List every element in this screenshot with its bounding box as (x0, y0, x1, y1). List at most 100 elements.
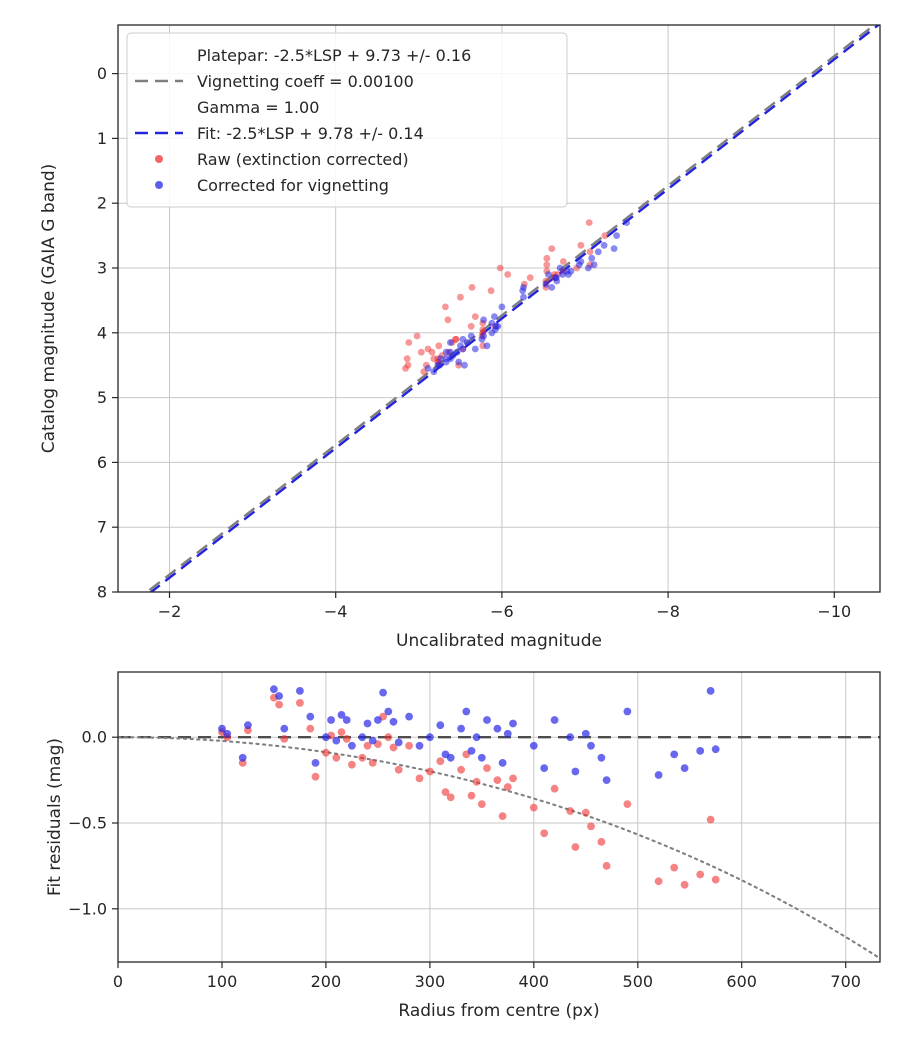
tick-marks (112, 736, 847, 968)
scatter-point (280, 735, 289, 743)
scatter-point (437, 355, 444, 363)
scatter-point (711, 875, 720, 884)
scatter-point (447, 339, 454, 346)
scatter-point (467, 332, 475, 340)
scatter-point (571, 767, 580, 776)
series-raw (402, 219, 609, 376)
legend-entry-0-line-2: Gamma = 1.00 (197, 98, 319, 117)
y-tick-label: 8 (97, 583, 107, 602)
scatter-point (483, 716, 491, 724)
scatter-point (363, 719, 372, 728)
scatter-point (696, 870, 705, 879)
x-tick-label: 700 (830, 972, 861, 991)
scatter-point (483, 342, 491, 350)
fit-lines (118, 736, 880, 959)
scatter-point (706, 815, 715, 824)
legend-dot-sample (155, 181, 163, 189)
scatter-point (459, 345, 467, 353)
x-tick-label: 100 (207, 972, 238, 991)
scatter-point (426, 733, 434, 742)
scatter-point (280, 724, 289, 733)
scatter-point (602, 776, 611, 784)
scatter-point (311, 759, 320, 767)
x-tick-label: 600 (726, 972, 757, 991)
scatter-point (405, 712, 413, 721)
legend-entry-2-line-0: Raw (extinction corrected) (197, 150, 409, 169)
scatter-point (503, 729, 512, 738)
scatter-point (342, 716, 351, 724)
scatter-point (680, 880, 689, 889)
scatter-point (327, 716, 335, 724)
x-tick-label: 500 (623, 972, 654, 991)
scatter-point (711, 745, 720, 754)
scatter-point (520, 293, 527, 301)
scatter-point (509, 719, 517, 728)
scatter-point (566, 733, 575, 742)
scatter-point (556, 264, 564, 272)
x-axis-label: Radius from centre (px) (398, 1001, 599, 1021)
fit-line (149, 25, 880, 592)
scatter-point (368, 759, 377, 767)
scatter-point (471, 313, 479, 320)
scatter-point (348, 760, 356, 769)
scatter-point (584, 264, 592, 272)
scatter-point (543, 261, 551, 269)
scatter-point (577, 241, 585, 249)
legend-entry-1-line-0: Fit: -2.5*LSP + 9.78 +/- 0.14 (197, 124, 424, 143)
scatter-point (588, 254, 596, 262)
scatter-point (602, 862, 611, 870)
scatter-point (311, 772, 320, 781)
vignetting-curve-line (118, 736, 880, 959)
scatter-point (337, 728, 346, 736)
scatter-point (394, 765, 403, 774)
scatter-point (223, 729, 232, 738)
scatter-point (306, 712, 315, 721)
scatter-point (389, 743, 398, 752)
scatter-point (462, 707, 471, 716)
scatter-point (696, 747, 705, 755)
scatter-point (322, 733, 330, 742)
platepar-line (145, 25, 877, 592)
tick-labels: −2 −4 −6 −8 −10 0 1 2 3 4 5 6 7 8 (97, 64, 851, 621)
scatter-point (509, 774, 517, 783)
y-tick-label: −0.5 (68, 814, 107, 833)
scatter-point (405, 339, 413, 346)
series-vignetting-corrected (424, 219, 630, 376)
x-tick-label: 0 (113, 972, 123, 991)
scatter-point (623, 800, 632, 808)
scatter-point (467, 747, 476, 755)
scatter-point (457, 765, 465, 774)
scatter-point (581, 729, 590, 738)
scatter-point (363, 741, 372, 750)
scatter-point (275, 700, 283, 709)
scatter-point (491, 313, 498, 320)
scatter-point (471, 345, 479, 353)
scatter-point (435, 342, 443, 350)
scatter-point (446, 793, 455, 802)
scatter-point (680, 764, 689, 772)
scatter-point (571, 843, 580, 851)
scatter-point (444, 316, 452, 324)
scatter-point (442, 348, 450, 356)
scatter-point (526, 274, 534, 282)
scatter-point (218, 724, 226, 733)
scatter-point (434, 361, 442, 369)
tick-labels: 0 100 200 300 400 500 600 700 0.0 −0.5 −1.0 (68, 728, 861, 991)
scatter-point (566, 807, 575, 815)
scatter-point (244, 721, 252, 730)
scatter-point (623, 219, 630, 227)
y-tick-label: 3 (97, 259, 107, 278)
scatter-point (548, 245, 556, 253)
scatter-point (654, 771, 663, 779)
scatter-point (379, 688, 387, 697)
scatter-point (504, 271, 512, 278)
scatter-point (455, 358, 463, 366)
scatter-point (348, 741, 356, 750)
fit-lines (145, 25, 880, 592)
scatter-point (587, 741, 595, 750)
scatter-point (403, 355, 411, 363)
scatter-point (394, 738, 403, 747)
scatter-point (275, 692, 283, 700)
scatter-point (374, 716, 382, 724)
